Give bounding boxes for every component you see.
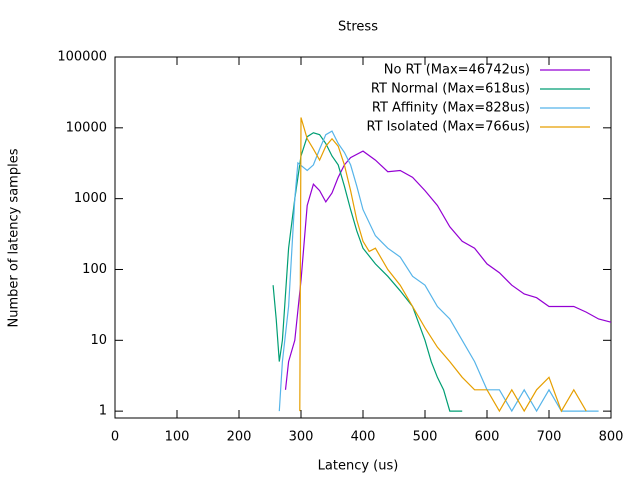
series-line [278,130,599,413]
x-tick-label: 800 [599,430,624,445]
series-line [284,150,612,390]
legend-label: RT Isolated (Max=766us) [366,120,530,135]
series-line [272,132,463,412]
x-tick-label: 100 [165,430,190,445]
plot-frame [114,56,612,419]
legend-label: No RT (Max=46742us) [384,63,530,78]
x-tick-label: 500 [413,430,438,445]
x-tick-label: 300 [289,430,314,445]
y-tick-label: 100 [82,262,107,277]
y-tick-label: 1000 [74,191,107,206]
x-axis-label: Latency (us) [318,459,399,474]
y-tick-label: 1 [99,404,107,419]
chart-title: Stress [338,20,378,35]
legend-label: RT Affinity (Max=828us) [372,101,530,116]
x-tick-label: 600 [475,430,500,445]
legend-label: RT Normal (Max=618us) [371,82,530,97]
x-tick-label: 400 [351,430,376,445]
y-axis-label: Number of latency samples [7,148,22,327]
y-tick-label: 10 [90,333,107,348]
x-tick-label: 200 [227,430,252,445]
x-tick-label: 0 [111,430,119,445]
y-tick-label: 10000 [66,120,107,135]
y-tick-label: 100000 [57,50,107,65]
x-tick-label: 700 [537,430,562,445]
series-line [299,117,587,413]
